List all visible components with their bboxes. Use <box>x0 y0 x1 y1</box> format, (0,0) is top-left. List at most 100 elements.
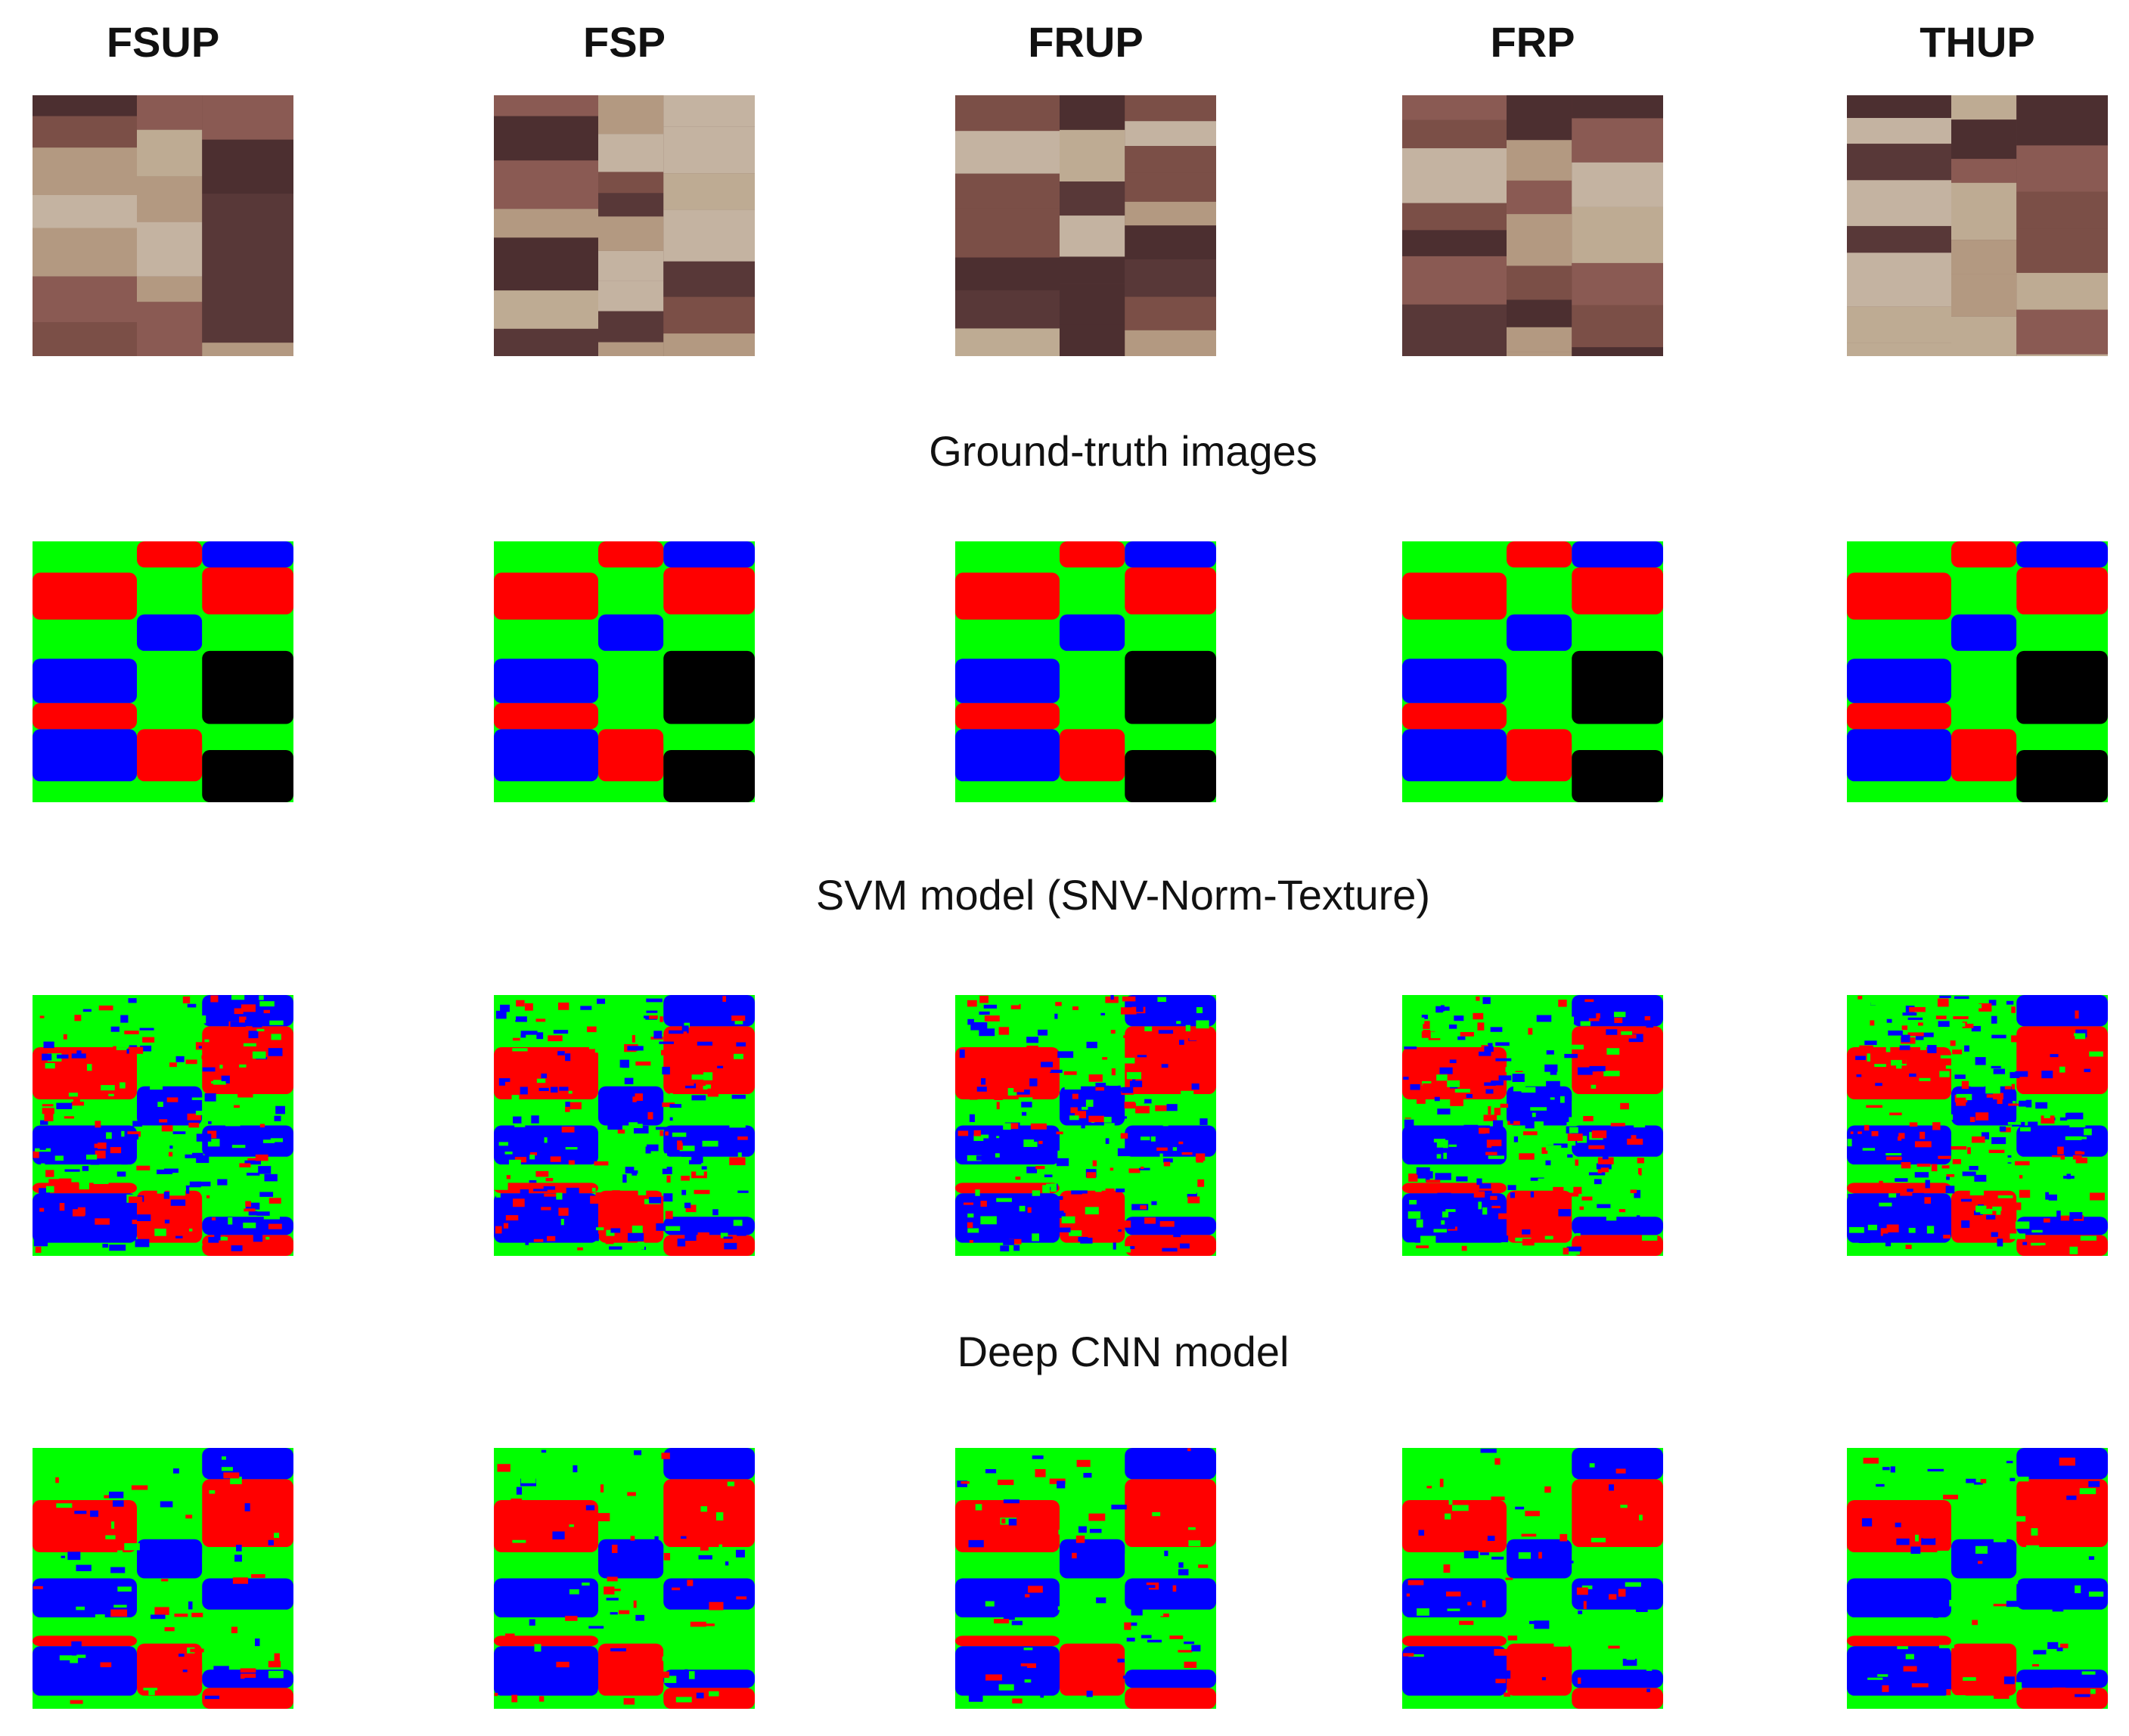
speckle <box>1072 1671 1085 1676</box>
speckle <box>2011 1006 2016 1013</box>
speckle <box>632 1172 638 1176</box>
speckle <box>1954 1695 1966 1703</box>
section-label: Deep CNN model <box>957 1328 1290 1375</box>
speckle <box>198 1046 202 1049</box>
segment <box>955 619 1060 659</box>
speckle <box>573 1129 590 1137</box>
speckle <box>565 1102 570 1109</box>
speckle <box>1546 1050 1554 1055</box>
speckle <box>985 1469 997 1474</box>
speckle <box>669 1093 673 1100</box>
speckle <box>1085 1099 1094 1107</box>
speckle <box>1102 1109 1112 1113</box>
speckle <box>204 1093 216 1102</box>
segment <box>33 1164 137 1183</box>
segment <box>1060 1578 1125 1644</box>
speckle <box>1965 1232 1971 1237</box>
speckle <box>632 1225 643 1233</box>
speckle <box>102 1244 109 1248</box>
speckle <box>263 1215 280 1220</box>
speckle <box>1454 1015 1464 1021</box>
speckle <box>591 1522 595 1527</box>
speckle <box>1522 1229 1531 1235</box>
speckle <box>1515 1506 1525 1510</box>
speckle <box>1106 1011 1110 1019</box>
segment <box>1572 1235 1663 1256</box>
speckle <box>1000 1068 1008 1075</box>
speckle <box>1504 1692 1511 1697</box>
speckle <box>600 1484 604 1493</box>
speckle <box>98 1005 113 1011</box>
speckle <box>1041 1201 1048 1204</box>
speckle <box>541 1073 548 1079</box>
segment <box>1402 1448 1507 1500</box>
speckle <box>970 1022 988 1031</box>
speckle <box>219 1065 223 1069</box>
speckle <box>581 1456 591 1462</box>
speckle <box>2056 1007 2071 1011</box>
speckle <box>98 1142 107 1149</box>
speckle <box>1564 1192 1579 1197</box>
speckle <box>1003 1123 1011 1130</box>
speckle <box>975 1504 982 1511</box>
speckle <box>1483 1114 1497 1121</box>
speckle <box>666 1175 671 1183</box>
speckle <box>85 1155 98 1160</box>
speckle <box>1949 1599 1956 1607</box>
speckle <box>967 1000 977 1007</box>
speckle <box>1044 997 1048 1003</box>
speckle <box>979 1011 990 1015</box>
speckle <box>203 1676 210 1682</box>
speckle <box>1075 1535 1085 1543</box>
speckle <box>1996 1209 2001 1215</box>
speckle <box>646 998 663 1003</box>
speckle <box>1426 1486 1432 1489</box>
segmentation-map <box>33 1448 293 1709</box>
speckle <box>109 1245 126 1251</box>
speckle <box>1974 1174 1987 1182</box>
speckle <box>2052 1687 2066 1692</box>
speckle <box>1600 1167 1609 1173</box>
speckle <box>1096 1597 1106 1604</box>
speckle <box>591 1018 595 1026</box>
speckle <box>2000 1456 2005 1460</box>
speckle <box>221 1467 233 1471</box>
speckle <box>516 1486 523 1495</box>
speckle <box>153 1510 166 1514</box>
speckle <box>268 1223 282 1229</box>
speckle <box>557 1051 565 1056</box>
photo-block <box>1572 95 1663 119</box>
segment <box>33 1635 137 1647</box>
speckle <box>588 1626 604 1629</box>
speckle <box>1573 1186 1582 1194</box>
speckle <box>244 1503 250 1511</box>
speckle <box>684 1232 697 1242</box>
speckle <box>1494 1458 1501 1465</box>
speckle <box>2007 1121 2022 1125</box>
speckle <box>1510 1118 1514 1124</box>
speckle <box>1157 997 1167 1003</box>
speckle <box>1541 1147 1548 1155</box>
speckle <box>1432 1057 1444 1062</box>
segment <box>1951 1539 2017 1579</box>
speckle <box>1034 1134 1039 1142</box>
speckle <box>195 1111 206 1115</box>
speckle <box>1443 1152 1447 1159</box>
segment <box>1402 1500 1507 1552</box>
speckle <box>505 1633 515 1636</box>
speckle <box>1918 1022 1923 1026</box>
speckle <box>1130 1246 1135 1249</box>
speckle <box>623 1697 635 1705</box>
speckle <box>2028 1121 2038 1130</box>
speckle <box>1903 1666 1917 1672</box>
speckle <box>961 1481 970 1484</box>
photo-block <box>137 129 203 176</box>
speckle <box>71 1675 85 1680</box>
speckle <box>529 1180 537 1183</box>
speckle <box>1566 1248 1580 1255</box>
speckle <box>1646 1688 1650 1693</box>
speckle <box>2015 1221 2030 1229</box>
speckle <box>653 1031 663 1039</box>
speckle <box>1964 1045 1969 1052</box>
speckle <box>674 1037 691 1043</box>
